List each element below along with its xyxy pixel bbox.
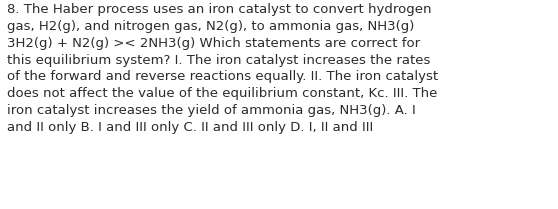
Text: 8. The Haber process uses an iron catalyst to convert hydrogen
gas, H2(g), and n: 8. The Haber process uses an iron cataly… <box>7 3 438 134</box>
